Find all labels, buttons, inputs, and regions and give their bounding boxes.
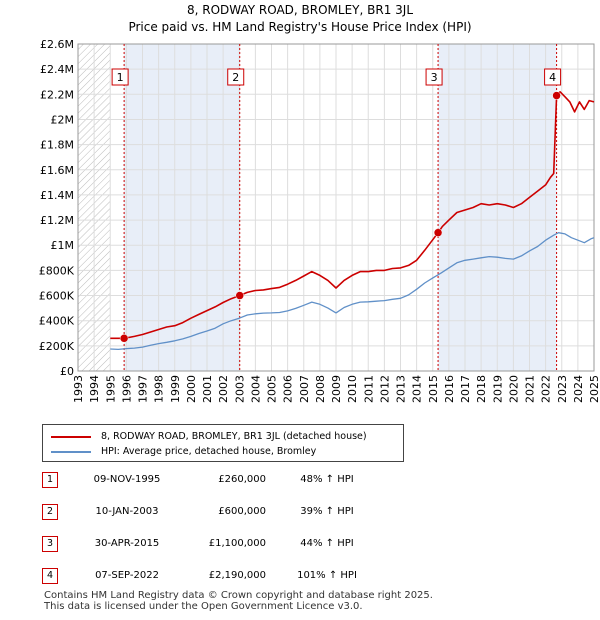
x-tick-label: 2003: [233, 375, 246, 403]
y-tick-label: £800K: [39, 264, 75, 277]
x-tick-label: 2002: [217, 375, 230, 403]
y-tick-label: £2M: [51, 113, 75, 126]
x-tick-label: 1995: [104, 375, 117, 403]
y-tick-label: £200K: [39, 340, 75, 353]
sale-label-box: [425, 68, 443, 86]
sale-label-number: 4: [549, 71, 556, 84]
sale-date: 07-SEP-2022: [95, 570, 159, 581]
x-tick-label: 2004: [249, 375, 262, 403]
legend-label-hpi: HPI: Average price, detached house, Brom…: [101, 446, 317, 457]
x-tick-label: 2019: [491, 375, 504, 403]
sale-label-number: 3: [431, 71, 438, 84]
x-tick-label: 2010: [346, 375, 359, 403]
sale-hpi-delta: 44% ↑ HPI: [300, 538, 354, 549]
sale-point: [119, 334, 129, 343]
sale-hpi-delta: 101% ↑ HPI: [297, 570, 357, 581]
x-tick-label: 2021: [524, 375, 537, 403]
sale-date: 10-JAN-2003: [95, 506, 159, 517]
sale-price: £1,100,000: [208, 538, 266, 549]
y-tick-label: £1.2M: [40, 214, 74, 227]
x-tick-label: 2018: [475, 375, 488, 403]
sale-row: 2 10-JAN-2003 £600,000 39% ↑ HPI: [42, 504, 442, 520]
x-tick-label: 2001: [201, 375, 214, 403]
x-tick-label: 1997: [137, 375, 150, 403]
sale-label-number: 2: [232, 71, 239, 84]
sale-point: [433, 228, 443, 237]
legend-item-price: 8, RODWAY ROAD, BROMLEY, BR1 3JL (detach…: [51, 430, 367, 444]
y-tick-label: £2.4M: [40, 63, 74, 76]
sale-label-number: 1: [117, 71, 124, 84]
footer-licence: This data is licensed under the Open Gov…: [44, 601, 363, 612]
x-tick-label: 2023: [556, 375, 569, 403]
x-tick-label: 2005: [266, 375, 279, 403]
x-tick-label: 2000: [185, 375, 198, 403]
ownership-shade: [124, 44, 240, 371]
price-paid-line: [110, 91, 595, 340]
x-tick-label: 1993: [72, 375, 85, 403]
sale-number: 4: [42, 568, 58, 584]
x-tick-label: 2008: [314, 375, 327, 403]
sale-hpi-delta: 48% ↑ HPI: [300, 474, 354, 485]
x-tick-label: 2014: [411, 375, 424, 403]
price-chart: 8, RODWAY ROAD, BROMLEY, BR1 3JL Price p…: [39, 3, 600, 403]
sale-row: 3 30-APR-2015 £1,100,000 44% ↑ HPI: [42, 536, 442, 552]
legend-swatch-hpi: [51, 450, 91, 453]
x-tick-label: 2022: [540, 375, 553, 403]
sale-hpi-delta: 39% ↑ HPI: [300, 506, 354, 517]
hpi-line: [110, 232, 595, 351]
x-tick-label: 1996: [120, 375, 133, 403]
y-tick-label: £1M: [51, 239, 75, 252]
chart-subtitle: Price paid vs. HM Land Registry's House …: [128, 20, 471, 34]
x-tick-label: 2017: [459, 375, 472, 403]
legend-item-hpi: HPI: Average price, detached house, Brom…: [51, 445, 316, 459]
x-tick-label: 1994: [88, 375, 101, 403]
sale-label-box: [111, 68, 129, 86]
x-tick-label: 2009: [330, 375, 343, 403]
y-tick-label: £400K: [39, 315, 75, 328]
sale-label-box: [227, 68, 245, 86]
x-tick-label: 2013: [395, 375, 408, 403]
y-tick-label: £1.6M: [40, 164, 74, 177]
x-tick-label: 2006: [282, 375, 295, 403]
x-tick-label: 1998: [153, 375, 166, 403]
sale-row: 4 07-SEP-2022 £2,190,000 101% ↑ HPI: [42, 568, 442, 584]
sale-price: £600,000: [218, 506, 266, 517]
chart-title: 8, RODWAY ROAD, BROMLEY, BR1 3JL: [187, 3, 413, 17]
sale-point: [235, 291, 244, 300]
x-tick-label: 1999: [169, 375, 182, 403]
legend-swatch-price: [51, 435, 91, 438]
x-tick-label: 2012: [378, 375, 391, 403]
footer: Contains HM Land Registry data © Crown c…: [44, 590, 433, 612]
legend-label-price: 8, RODWAY ROAD, BROMLEY, BR1 3JL (detach…: [101, 431, 367, 442]
x-tick-label: 2020: [507, 375, 520, 403]
sale-date: 30-APR-2015: [94, 538, 160, 549]
y-tick-label: £0: [60, 365, 74, 378]
sale-date: 09-NOV-1995: [93, 474, 161, 485]
y-tick-label: £2.6M: [40, 38, 74, 51]
y-tick-label: £1.4M: [40, 189, 74, 202]
sale-number: 1: [42, 472, 58, 488]
plot-frame: [77, 43, 595, 372]
y-tick-label: £1.8M: [40, 139, 74, 152]
x-tick-label: 2011: [362, 375, 375, 403]
y-tick-label: £2.2M: [40, 88, 74, 101]
sale-number: 2: [42, 504, 58, 520]
chart-legend: 8, RODWAY ROAD, BROMLEY, BR1 3JL (detach…: [42, 424, 404, 462]
sale-point: [552, 91, 561, 100]
sale-price: £2,190,000: [208, 570, 266, 581]
x-tick-label: 2015: [427, 375, 440, 403]
x-tick-label: 2024: [572, 375, 585, 403]
sale-row: 1 09-NOV-1995 £260,000 48% ↑ HPI: [42, 472, 442, 488]
y-tick-label: £600K: [39, 290, 75, 303]
sale-label-box: [544, 68, 562, 86]
sale-price: £260,000: [218, 474, 266, 485]
sale-number: 3: [42, 536, 58, 552]
x-tick-label: 2025: [588, 375, 600, 403]
x-tick-label: 2007: [298, 375, 311, 403]
x-tick-label: 2016: [443, 375, 456, 403]
footer-copyright: Contains HM Land Registry data © Crown c…: [44, 590, 433, 601]
